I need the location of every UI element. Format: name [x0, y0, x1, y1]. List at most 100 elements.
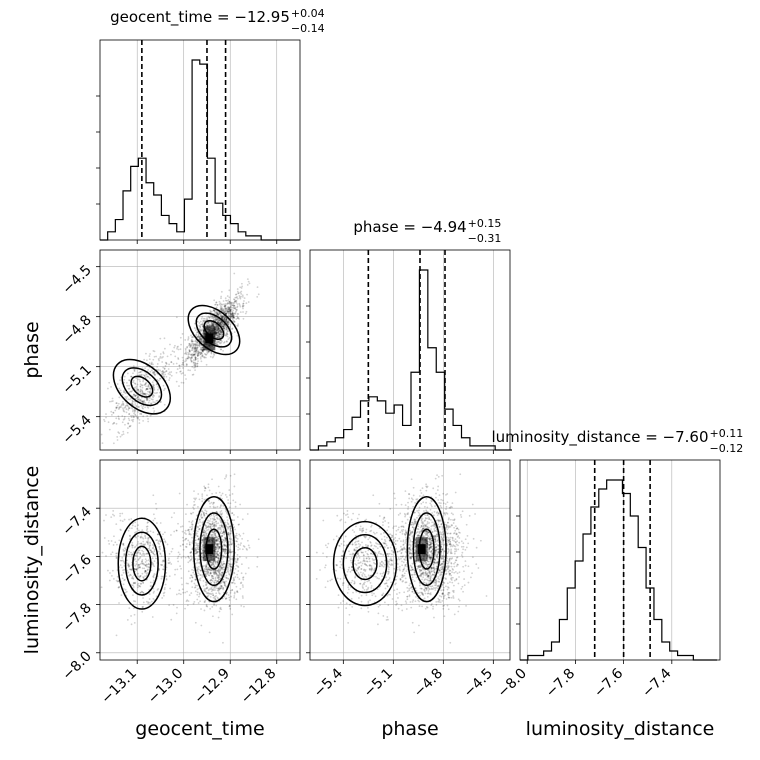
sample-point — [201, 339, 204, 342]
sample-point — [425, 578, 428, 581]
sample-point — [121, 434, 123, 436]
sample-point — [403, 533, 406, 535]
sample-point — [119, 389, 122, 392]
sample-point — [204, 589, 206, 592]
sample-point — [223, 550, 225, 552]
sample-point — [225, 312, 227, 315]
sample-point — [222, 350, 224, 352]
sample-point — [128, 564, 131, 567]
sample-point — [227, 594, 230, 596]
sample-point — [154, 392, 157, 395]
sample-point — [201, 550, 204, 552]
sample-point — [199, 346, 202, 349]
sample-point — [205, 533, 207, 535]
sample-point — [191, 335, 194, 338]
sample-point — [236, 590, 239, 592]
sample-point — [105, 555, 107, 557]
sample-point — [216, 334, 219, 337]
sample-point — [428, 537, 431, 540]
sample-point — [105, 416, 107, 419]
sample-point — [201, 559, 204, 561]
sample-point — [365, 518, 368, 521]
sample-point — [453, 562, 455, 565]
sample-point — [217, 597, 220, 600]
sample-point — [138, 374, 141, 377]
sample-point — [184, 607, 186, 610]
sample-point — [214, 303, 217, 306]
sample-point — [241, 304, 244, 307]
sample-point — [419, 530, 422, 533]
sample-point — [222, 544, 224, 547]
sample-point — [212, 575, 215, 578]
sample-point — [153, 548, 156, 551]
sample-point — [211, 324, 213, 327]
sample-point — [197, 572, 200, 575]
sample-point — [195, 339, 197, 342]
sample-point — [159, 552, 162, 555]
sample-point — [195, 550, 198, 553]
sample-point — [153, 355, 156, 358]
sample-point — [226, 516, 228, 519]
sample-point — [442, 568, 445, 571]
sample-point — [227, 321, 229, 324]
sample-point — [153, 573, 156, 575]
sample-point — [153, 379, 156, 382]
sample-point — [187, 353, 190, 356]
sample-point — [215, 548, 218, 551]
sample-point — [195, 333, 198, 336]
sample-point — [226, 311, 229, 313]
sample-point — [210, 533, 213, 536]
sample-point — [230, 530, 233, 533]
sample-point — [155, 522, 158, 524]
sample-point — [221, 322, 224, 325]
sample-point — [138, 418, 141, 421]
sample-point — [190, 359, 193, 362]
sample-point — [191, 347, 194, 350]
sample-point — [218, 546, 221, 549]
sample-point — [246, 293, 248, 296]
sample-point — [194, 552, 197, 555]
sample-point — [222, 539, 224, 541]
sample-point — [221, 585, 223, 588]
sample-point — [229, 551, 232, 554]
sample-point — [420, 525, 423, 527]
sample-point — [414, 587, 417, 590]
sample-point — [162, 351, 165, 354]
sample-point — [124, 588, 127, 591]
sample-point — [233, 596, 236, 599]
sample-point — [163, 389, 165, 392]
sample-point — [191, 540, 194, 543]
sample-point — [139, 398, 142, 401]
sample-point — [394, 537, 397, 539]
sample-point — [225, 332, 228, 334]
sample-point — [218, 545, 220, 548]
sample-point — [110, 540, 113, 542]
sample-point — [227, 310, 230, 313]
sample-point — [217, 330, 219, 333]
sample-point — [193, 350, 196, 353]
sample-point — [125, 411, 128, 414]
sample-point — [218, 313, 220, 316]
sample-point — [241, 305, 244, 308]
sample-point — [193, 353, 195, 356]
sample-point — [191, 576, 194, 579]
sample-point — [116, 436, 119, 438]
sample-point — [194, 352, 197, 355]
sample-point — [190, 344, 193, 347]
sample-point — [225, 545, 228, 548]
sample-point — [205, 318, 208, 321]
sample-point — [112, 423, 114, 425]
sample-point — [196, 584, 199, 587]
sample-point — [133, 567, 136, 570]
sample-point — [218, 328, 220, 331]
sample-point — [149, 391, 151, 394]
sample-point — [216, 542, 219, 545]
sample-point — [220, 585, 223, 587]
sample-point — [200, 352, 202, 355]
sample-point — [227, 320, 230, 323]
sample-point — [431, 524, 434, 527]
sample-point — [134, 413, 137, 416]
sample-point — [410, 586, 413, 589]
sample-point — [210, 578, 212, 581]
sample-point — [201, 547, 204, 549]
